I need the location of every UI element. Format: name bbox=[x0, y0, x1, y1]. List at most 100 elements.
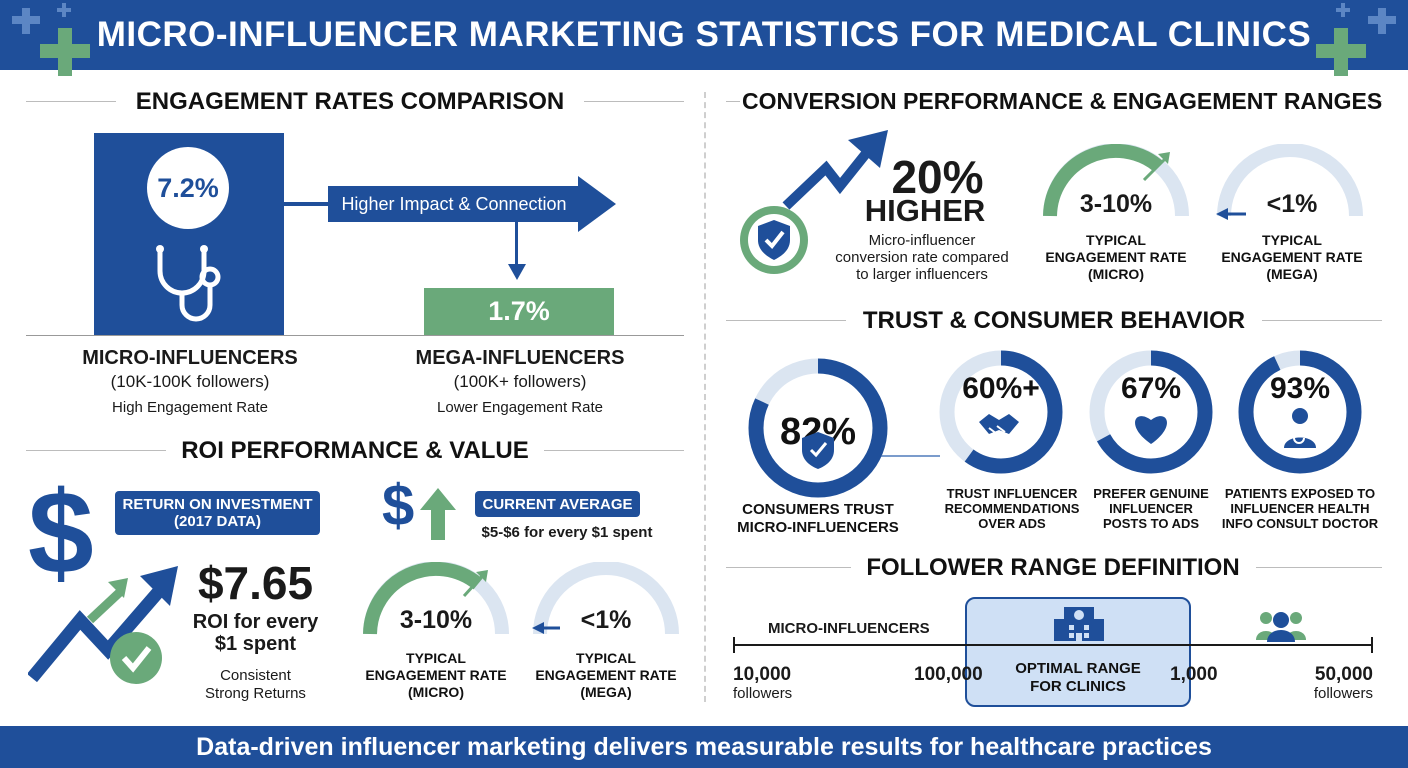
section-rule bbox=[26, 101, 116, 102]
section-rule bbox=[544, 450, 684, 451]
roi-section-title: ROI PERFORMANCE & VALUE bbox=[181, 437, 529, 464]
people-group-icon bbox=[1256, 612, 1306, 642]
footer-text: Data-driven influencer marketing deliver… bbox=[196, 732, 1212, 761]
micro-name: MICRO-INFLUENCERS bbox=[82, 347, 298, 369]
trust-label-line: PREFER GENUINE bbox=[1093, 486, 1209, 501]
conversion-gauge-micro-value: 3-10% bbox=[1079, 190, 1153, 218]
roi-gauge-micro-label: TYPICAL ENGAGEMENT RATE (MICRO) bbox=[350, 650, 522, 701]
section-rule bbox=[1256, 567, 1382, 568]
roi-badge-line1: RETURN ON INVESTMENT bbox=[122, 496, 313, 513]
trust-label-line: INFO CONSULT DOCTOR bbox=[1221, 516, 1379, 531]
mega-range: (100K+ followers) bbox=[453, 372, 587, 391]
trust-label-1: TRUST INFLUENCER RECOMMENDATIONS OVER AD… bbox=[926, 486, 1098, 531]
doctor-icon bbox=[1284, 408, 1316, 448]
current-average-badge: CURRENT AVERAGE bbox=[475, 491, 640, 517]
roi-caption-line1: ROI for every bbox=[192, 611, 319, 633]
roi-gauge-mega-value: <1% bbox=[580, 606, 632, 634]
roi-gauge-micro-line2: ENGAGEMENT RATE bbox=[365, 667, 507, 683]
dollar-small-icon: $ bbox=[382, 473, 415, 538]
conversion-value: 20% bbox=[891, 151, 984, 203]
trust-label-line: INFLUENCER HEALTH bbox=[1230, 501, 1370, 516]
roi-badge-line2: (2017 DATA) bbox=[174, 513, 261, 530]
tick1-value: 10,000 bbox=[733, 664, 792, 685]
section-rule bbox=[26, 450, 166, 451]
conversion-gauge-mega-line1: TYPICAL bbox=[1262, 232, 1322, 248]
growth-arrow-icon bbox=[28, 566, 178, 684]
roi-gauge-mega-line3: (MEGA) bbox=[580, 684, 632, 700]
trust-label-line: OVER ADS bbox=[978, 516, 1046, 531]
micro-engagement-value: 7.2% bbox=[147, 147, 229, 229]
conversion-gauge-micro-line1: TYPICAL bbox=[1086, 232, 1146, 248]
trust-label-line: TRUST INFLUENCER bbox=[946, 486, 1078, 501]
mega-name: MEGA-INFLUENCERS bbox=[415, 347, 625, 369]
page-header: MICRO-INFLUENCER MARKETING STATISTICS FO… bbox=[0, 0, 1408, 70]
trust-ring-fill bbox=[1089, 350, 1213, 474]
trust-label-line: RECOMMENDATIONS bbox=[944, 501, 1080, 516]
roi-gauge-mega bbox=[532, 562, 679, 635]
conversion-section-title: CONVERSION PERFORMANCE & ENGAGEMENT RANG… bbox=[742, 88, 1383, 114]
conversion-gauge-micro-label: TYPICAL ENGAGEMENT RATE (MICRO) bbox=[1030, 232, 1202, 283]
mega-engagement-bar: 1.7% bbox=[424, 288, 614, 335]
roi-gauge-micro bbox=[363, 562, 509, 635]
conversion-higher: HIGHER bbox=[864, 193, 986, 228]
trust-label-line: INFLUENCER bbox=[1109, 501, 1193, 516]
tick1-unit: followers bbox=[733, 685, 793, 702]
conversion-desc-line3: to larger influencers bbox=[856, 266, 988, 283]
stethoscope-icon bbox=[156, 245, 221, 322]
conversion-desc-line2: conversion rate compared bbox=[835, 249, 1009, 266]
roi-note: Consistent Strong Returns bbox=[178, 667, 333, 703]
medical-cross-icon bbox=[1316, 3, 1396, 76]
conversion-growth-icon bbox=[740, 130, 888, 274]
heart-icon bbox=[1135, 416, 1167, 444]
trust-label-2: PREFER GENUINE INFLUENCER POSTS TO ADS bbox=[1078, 486, 1224, 531]
roi-gauge-micro-line3: (MICRO) bbox=[408, 684, 464, 700]
shield-check-icon bbox=[802, 432, 834, 469]
medical-cross-icon bbox=[12, 3, 90, 76]
handshake-icon bbox=[979, 414, 1019, 435]
conversion-gauge-mega-value: <1% bbox=[1266, 190, 1318, 218]
trust-label-line: CONSUMERS TRUST bbox=[742, 501, 894, 518]
roi-gauge-mega-line1: TYPICAL bbox=[576, 650, 636, 666]
mega-engagement-value: 1.7% bbox=[488, 296, 550, 326]
connector-line bbox=[284, 202, 330, 206]
trust-label-3: PATIENTS EXPOSED TO INFLUENCER HEALTH IN… bbox=[1214, 486, 1386, 531]
conversion-gauge-micro-line2: ENGAGEMENT RATE bbox=[1045, 249, 1187, 265]
conversion-desc: Micro-influencer conversion rate compare… bbox=[812, 232, 1032, 283]
trust-label-line: MICRO-INFLUENCERS bbox=[737, 519, 899, 536]
arrow-right-icon bbox=[578, 176, 616, 232]
trust-ring-fill bbox=[1238, 350, 1362, 474]
section-rule bbox=[1368, 101, 1382, 102]
trust-ring-3: 93% bbox=[1238, 350, 1362, 474]
roi-note-line2: Strong Returns bbox=[205, 685, 306, 702]
tick4-value: 50,000 bbox=[1314, 664, 1373, 685]
trust-value-1: 60%+ bbox=[962, 372, 1040, 405]
chart-baseline bbox=[26, 335, 684, 336]
roi-gauge-mega-label: TYPICAL ENGAGEMENT RATE (MEGA) bbox=[520, 650, 692, 701]
trust-label-line: PATIENTS EXPOSED TO bbox=[1224, 486, 1376, 501]
section-rule bbox=[1262, 320, 1382, 321]
conversion-gauge-mega bbox=[1216, 144, 1363, 220]
tick3-value: 1,000 bbox=[1170, 664, 1218, 685]
optimal-range-line1: OPTIMAL RANGE bbox=[1015, 660, 1141, 677]
micro-legend: MICRO-INFLUENCERS (10K-100K followers) H… bbox=[50, 347, 330, 417]
roi-caption-line2: $1 spent bbox=[214, 633, 297, 655]
mega-desc: Lower Engagement Rate bbox=[437, 399, 603, 416]
tick2-value: 100,000 bbox=[914, 664, 983, 685]
current-average-label: CURRENT AVERAGE bbox=[482, 495, 633, 513]
section-rule bbox=[726, 567, 851, 568]
engagement-section-title: ENGAGEMENT RATES COMPARISON bbox=[135, 88, 565, 115]
follower-micro-label: MICRO-INFLUENCERS bbox=[768, 620, 930, 637]
page-title: MICRO-INFLUENCER MARKETING STATISTICS FO… bbox=[96, 15, 1312, 54]
roi-gauge-micro-value: 3-10% bbox=[399, 606, 473, 634]
roi-gauge-micro-line1: TYPICAL bbox=[406, 650, 466, 666]
follower-axis bbox=[733, 644, 1373, 646]
follower-section-title: FOLLOWER RANGE DEFINITION bbox=[866, 554, 1240, 581]
roi-value-caption: ROI for every $1 spent bbox=[178, 611, 333, 655]
trust-ring-fill bbox=[748, 358, 888, 498]
trust-value-2: 67% bbox=[1121, 372, 1181, 405]
hospital-icon bbox=[1054, 607, 1104, 641]
section-rule bbox=[726, 101, 740, 102]
optimal-range-line2: FOR CLINICS bbox=[1030, 678, 1126, 695]
axis-tick bbox=[1371, 637, 1373, 653]
column-divider bbox=[704, 92, 706, 702]
